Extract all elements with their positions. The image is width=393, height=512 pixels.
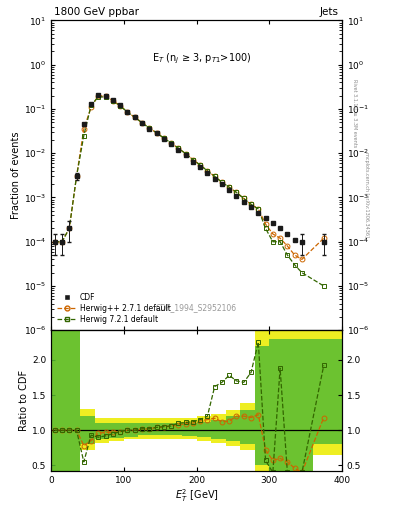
Text: 1800 GeV ppbar: 1800 GeV ppbar bbox=[54, 7, 139, 17]
Text: E$_T$ (n$_j$ ≥ 3, p$_{T1}$>100): E$_T$ (n$_j$ ≥ 3, p$_{T1}$>100) bbox=[152, 52, 252, 66]
Y-axis label: Ratio to CDF: Ratio to CDF bbox=[19, 370, 29, 431]
X-axis label: $E_T^2$ [GeV]: $E_T^2$ [GeV] bbox=[174, 487, 219, 504]
Text: Rivet 3.1.10, ≥ 3.3M events: Rivet 3.1.10, ≥ 3.3M events bbox=[352, 78, 357, 147]
Text: Jets: Jets bbox=[320, 7, 339, 17]
Legend: CDF, Herwig++ 2.7.1 default, Herwig 7.2.1 default: CDF, Herwig++ 2.7.1 default, Herwig 7.2.… bbox=[55, 290, 173, 327]
Text: mcplots.cern.ch [arXiv:1306.3436]: mcplots.cern.ch [arXiv:1306.3436] bbox=[364, 152, 369, 237]
Text: CDF_1994_S2952106: CDF_1994_S2952106 bbox=[156, 303, 237, 312]
Y-axis label: Fraction of events: Fraction of events bbox=[11, 132, 21, 219]
